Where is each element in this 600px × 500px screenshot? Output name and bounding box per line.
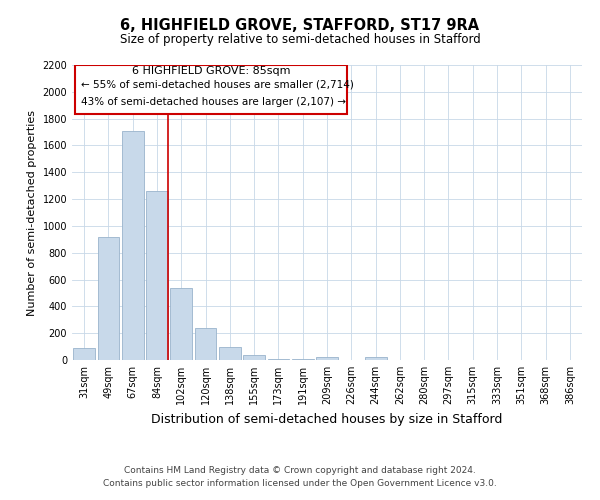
Bar (268, 358, 289, 360)
Bar (194, 328, 217, 360)
Text: ← 55% of semi-detached houses are smaller (2,714): ← 55% of semi-detached houses are smalle… (80, 80, 353, 90)
FancyBboxPatch shape (74, 65, 347, 114)
Bar (122, 130, 143, 360)
Bar (170, 288, 192, 360)
Text: Contains HM Land Registry data © Crown copyright and database right 2024.
Contai: Contains HM Land Registry data © Crown c… (103, 466, 497, 487)
Bar (365, 358, 386, 360)
Bar (146, 191, 168, 360)
Y-axis label: Number of semi-detached properties: Number of semi-detached properties (27, 110, 37, 316)
X-axis label: Distribution of semi-detached houses by size in Stafford: Distribution of semi-detached houses by … (151, 412, 503, 426)
Text: 6 HIGHFIELD GROVE: 85sqm: 6 HIGHFIELD GROVE: 85sqm (132, 66, 290, 76)
Bar (97, 236, 119, 360)
Bar (316, 358, 338, 360)
Text: 6, HIGHFIELD GROVE, STAFFORD, ST17 9RA: 6, HIGHFIELD GROVE, STAFFORD, ST17 9RA (121, 18, 479, 32)
Text: Size of property relative to semi-detached houses in Stafford: Size of property relative to semi-detach… (119, 32, 481, 46)
Bar (243, 354, 265, 360)
Text: 43% of semi-detached houses are larger (2,107) →: 43% of semi-detached houses are larger (… (80, 96, 346, 106)
Bar (73, 348, 95, 360)
Bar (219, 346, 241, 360)
